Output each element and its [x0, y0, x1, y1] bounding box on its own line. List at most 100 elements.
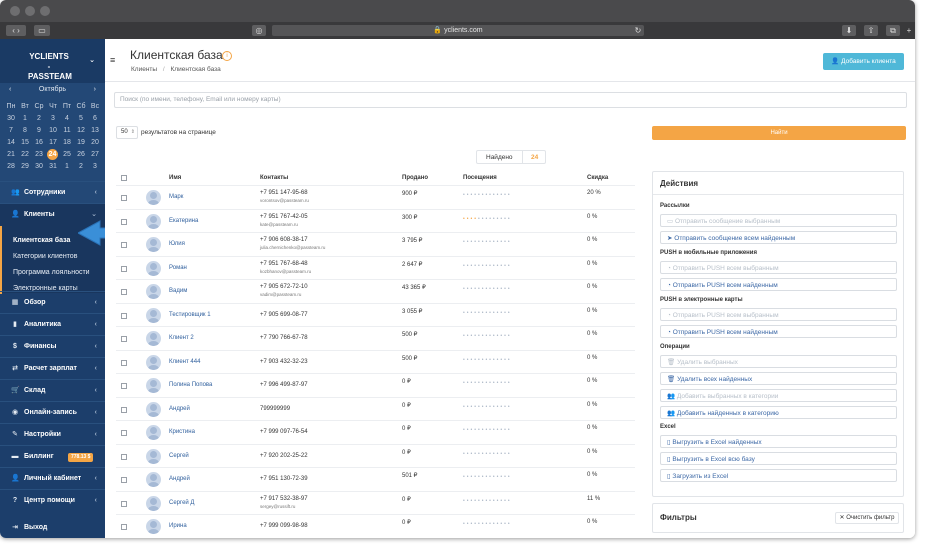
push-mobile-selected-button[interactable]: ◔ Отправить PUSH всем выбранным [660, 261, 897, 274]
table-row[interactable]: Тестировщик 1 +7 905 699-08-77 3 055 ₽ • • … [116, 302, 635, 327]
calendar-day[interactable]: 3 [51, 115, 55, 122]
nav-cards[interactable]: Электронные карты [13, 285, 78, 292]
calendar-day[interactable]: 7 [9, 127, 13, 134]
client-name[interactable]: Полина Попова [169, 382, 213, 388]
calendar-day[interactable]: 21 [7, 151, 15, 158]
table-row[interactable]: Марк +7 951 147-95-68 vorontsov@passteam.r… [116, 185, 635, 209]
calendar-day[interactable]: 31 [49, 163, 57, 170]
client-name[interactable]: Юлия [169, 241, 185, 247]
next-month-icon[interactable]: › [93, 86, 96, 93]
row-checkbox[interactable] [121, 524, 127, 530]
prev-month-icon[interactable]: ‹ [9, 86, 12, 93]
client-name[interactable]: Кристина [169, 429, 195, 435]
row-checkbox[interactable] [121, 336, 127, 342]
per-page-select[interactable]: 50 ⇕ [116, 126, 138, 139]
minimize-dot[interactable] [25, 6, 35, 16]
client-name[interactable]: Роман [169, 264, 187, 271]
client-name[interactable]: Клиент 444 [169, 358, 201, 365]
import-excel-button[interactable]: ▯ Загрузить из Excel [660, 469, 897, 482]
calendar-day[interactable]: 30 [7, 115, 15, 122]
row-checkbox[interactable] [121, 430, 127, 436]
calendar-day[interactable]: 12 [77, 127, 85, 134]
col-visits[interactable]: Посещения [463, 175, 497, 181]
maximize-dot[interactable] [40, 6, 50, 16]
col-sold[interactable]: Продано [402, 175, 428, 181]
table-row[interactable]: Сергей +7 920 202-25-22 0 ₽ • • • • • • • •… [116, 443, 635, 468]
row-checkbox[interactable] [121, 218, 127, 225]
row-checkbox[interactable] [121, 383, 127, 389]
table-row[interactable]: Роман +7 951 767-68-48 kozbhanov@passteam.… [116, 255, 635, 280]
clear-filter-button[interactable]: ✕ Очистить фильтр [835, 512, 899, 524]
nav-client-categories[interactable]: Категории клиентов [13, 253, 78, 260]
delete-selected-button[interactable]: 🗑 Удалить выбранных [660, 355, 897, 368]
nav-settings[interactable]: ✎ Настройки ‹ [0, 423, 105, 445]
nav-online[interactable]: ◉ Онлайн-запись ‹ [0, 401, 105, 423]
table-row[interactable]: Юлия +7 906 608-38-17 julia.chernichenko@p… [116, 232, 635, 256]
select-all-checkbox[interactable] [121, 175, 127, 181]
table-row[interactable]: Кристина +7 999 097-76-54 0 ₽ • • • • • • •… [116, 420, 635, 444]
calendar-day[interactable]: 10 [49, 127, 57, 134]
row-checkbox[interactable] [121, 265, 127, 272]
client-name[interactable]: Андрей [169, 476, 190, 482]
row-checkbox[interactable] [121, 312, 127, 319]
search-input[interactable]: Поиск (по имени, телефону, Email или ном… [114, 92, 907, 108]
calendar-day[interactable]: 19 [77, 139, 85, 146]
table-row[interactable]: Полина Попова +7 996 499-87-97 0 ₽ • • • • … [116, 373, 635, 397]
nav-warehouse[interactable]: 🛒 Склад ‹ [0, 379, 105, 401]
calendar-day[interactable]: 17 [49, 139, 57, 146]
close-dot[interactable] [10, 6, 20, 16]
nav-logout[interactable]: ⇥ Выход [0, 517, 105, 538]
row-checkbox[interactable] [121, 500, 127, 507]
download-icon[interactable]: ⬇ [842, 25, 856, 36]
row-checkbox[interactable] [121, 289, 127, 295]
nav-help[interactable]: ? Центр помощи ‹ [0, 489, 105, 511]
nav-analytics[interactable]: ▮ Аналитика ‹ [0, 313, 105, 335]
calendar-day[interactable]: 27 [91, 151, 99, 158]
calendar-day[interactable]: 1 [65, 163, 69, 170]
calendar-day[interactable]: 26 [77, 151, 85, 158]
sidebar-toggle-icon[interactable]: ▭ [34, 25, 50, 36]
calendar-day[interactable]: 23 [35, 151, 43, 158]
calendar-day[interactable]: 9 [37, 127, 41, 134]
add-selected-category-button[interactable]: 👥 Добавить выбранных в категории [660, 389, 897, 402]
address-bar[interactable]: 🔒 yclients.com [272, 25, 644, 36]
client-name[interactable]: Андрей [169, 405, 190, 412]
calendar-day[interactable]: 6 [93, 115, 97, 122]
table-row[interactable]: Андрей +7 951 130-72-39 501 ₽ • • • • • • •… [116, 467, 635, 491]
info-icon[interactable]: i [222, 51, 232, 61]
calendar-day[interactable]: 8 [23, 127, 27, 134]
col-name[interactable]: Имя [169, 175, 182, 181]
delete-all-button[interactable]: 🗑 Удалить всех найденных [660, 372, 897, 385]
client-name[interactable]: Марк [169, 194, 184, 200]
nav-cabinet[interactable]: 👤 Личный кабинет ‹ [0, 467, 105, 489]
back-forward-icon[interactable]: ‹ › [6, 25, 26, 36]
nav-clients[interactable]: 👤 Клиенты ⌄ Клиентская база Категории клие… [0, 203, 105, 294]
row-checkbox[interactable] [121, 359, 127, 366]
nav-client-base[interactable]: Клиентская база [13, 237, 71, 244]
nav-loyalty[interactable]: Программа лояльности [13, 269, 90, 276]
nav-overview[interactable]: ▦ Обзор ‹ [0, 291, 105, 313]
table-row[interactable]: Екатерина +7 951 767-42-05 kate@passteam.r… [116, 208, 635, 233]
calendar-day[interactable]: 4 [65, 115, 69, 122]
push-cards-all-button[interactable]: ◔ Отправить PUSH всем найденным [660, 325, 897, 338]
share-icon[interactable]: ⇧ [864, 25, 878, 36]
col-discount[interactable]: Скидка [587, 175, 609, 181]
nav-employees[interactable]: 👥 Сотрудники ‹ [0, 181, 105, 203]
calendar-day[interactable]: 2 [79, 163, 83, 170]
calendar-day[interactable]: 5 [79, 115, 83, 122]
row-checkbox[interactable] [121, 406, 127, 413]
row-checkbox[interactable] [121, 242, 127, 248]
client-name[interactable]: Ирина [169, 523, 187, 529]
menu-toggle-icon[interactable]: ≡ [110, 55, 116, 65]
client-name[interactable]: Сергей [169, 452, 189, 459]
calendar-day[interactable]: 20 [91, 139, 99, 146]
send-all-button[interactable]: ➤ Отправить сообщение всем найденным [660, 231, 897, 244]
table-row[interactable]: Андрей 799999999 0 ₽ • • • • • • • • • • • … [116, 396, 635, 421]
client-name[interactable]: Тестировщик 1 [169, 311, 211, 318]
client-name[interactable]: Сергей Д [169, 499, 195, 506]
breadcrumb-root[interactable]: Клиенты [131, 66, 158, 73]
calendar-day[interactable]: 28 [7, 163, 15, 170]
calendar-day[interactable]: 2 [37, 115, 41, 122]
calendar-day[interactable]: 18 [63, 139, 71, 146]
find-button[interactable]: Найти [652, 126, 906, 140]
